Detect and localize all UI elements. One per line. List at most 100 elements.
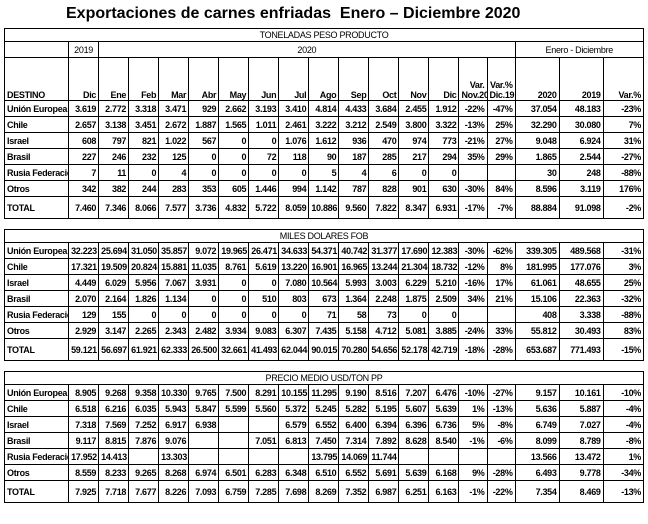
cell: 26.500 — [188, 338, 220, 361]
cell: 283 — [158, 180, 190, 197]
cell: 13.795 — [308, 448, 340, 465]
cell: -15% — [602, 338, 645, 361]
cell: 55.812 — [514, 322, 560, 339]
cell: 8.540 — [428, 432, 460, 449]
cell: 510 — [248, 290, 280, 307]
cell — [278, 448, 310, 465]
cell: 3.119 — [558, 180, 604, 197]
destination: Israel — [3, 274, 70, 291]
cell: 6.283 — [248, 464, 280, 481]
cell: 3.138 — [98, 116, 130, 133]
cell: 62.333 — [158, 338, 190, 361]
cell: 5.887 — [558, 400, 604, 417]
cell: 382 — [98, 180, 130, 197]
cell: 6.552 — [308, 416, 340, 433]
cell: 0 — [218, 132, 250, 149]
column-header: Var. Nov.20 — [458, 57, 488, 101]
cell: 2.657 — [68, 116, 100, 133]
year-header: 2020 — [98, 41, 516, 58]
export-table: TONELADAS PESO PRODUCTO 2019 2020 Enero - D… — [3, 28, 645, 503]
column-header: Jul — [278, 57, 310, 101]
cell — [188, 432, 220, 449]
column-header: Feb — [128, 57, 160, 101]
cell: 181.995 — [514, 258, 560, 275]
cell: 91.098 — [558, 196, 604, 219]
cell: 5.636 — [514, 400, 560, 417]
cell — [486, 448, 516, 465]
cell: 52.178 — [398, 338, 430, 361]
cell: 32.290 — [514, 116, 560, 133]
cell: 61.061 — [514, 274, 560, 291]
cell: 11.035 — [188, 258, 220, 275]
cell: 3.619 — [68, 100, 100, 117]
cell: 5.158 — [338, 322, 370, 339]
cell: 5.956 — [128, 274, 160, 291]
year-header: Enero - Diciembre — [514, 41, 645, 58]
cell: 6.501 — [218, 464, 250, 481]
cell: 771.493 — [558, 338, 604, 361]
cell: 5.619 — [248, 258, 280, 275]
cell: 33% — [486, 322, 516, 339]
cell: 26.471 — [248, 242, 280, 259]
cell: 9.076 — [158, 432, 190, 449]
cell: 0 — [188, 164, 220, 181]
cell: 5.639 — [398, 464, 430, 481]
destination: Unión Europea — [3, 100, 70, 117]
cell: -17% — [458, 196, 488, 219]
cell — [218, 432, 250, 449]
cell: 37.054 — [514, 100, 560, 117]
cell: 3.003 — [368, 274, 400, 291]
cell — [458, 164, 488, 181]
cell: 0 — [428, 164, 460, 181]
data-row: Unión Europea 8.905 9.268 9.358 10.330 9.765 7… — [3, 384, 645, 401]
cell: -22% — [486, 480, 516, 503]
cell — [248, 416, 280, 433]
cell: -16% — [458, 274, 488, 291]
data-row: Chile 2.657 3.138 3.451 2.672 1.887 1.565 1.011… — [3, 116, 645, 133]
cell: -2% — [602, 196, 645, 219]
cell: 8.059 — [278, 196, 310, 219]
cell: 1.865 — [514, 148, 560, 165]
cell: 7.027 — [558, 416, 604, 433]
cell: 3.736 — [188, 196, 220, 219]
cell: 630 — [428, 180, 460, 197]
cell: -8% — [602, 432, 645, 449]
cell: -7% — [486, 196, 516, 219]
cell: 3.322 — [428, 116, 460, 133]
cell: 6.168 — [428, 464, 460, 481]
cell: 17.952 — [68, 448, 100, 465]
destination: Unión Europea — [3, 242, 70, 259]
cell: 8.516 — [368, 384, 400, 401]
cell: 6.579 — [278, 416, 310, 433]
cell: 1.076 — [278, 132, 310, 149]
destination: Brasil — [3, 148, 70, 165]
cell: 5.722 — [248, 196, 280, 219]
cell: 9.048 — [514, 132, 560, 149]
data-row: Chile 6.518 6.216 6.035 5.943 5.847 5.599 5.560… — [3, 400, 645, 417]
cell: 1.446 — [248, 180, 280, 197]
cell: 294 — [428, 148, 460, 165]
cell: 5.081 — [398, 322, 430, 339]
cell: 6.396 — [398, 416, 430, 433]
cell: 0 — [248, 306, 280, 323]
cell: 6.974 — [188, 464, 220, 481]
cell: 1% — [602, 448, 645, 465]
column-header: Dic — [68, 57, 100, 101]
cell: 18.732 — [428, 258, 460, 275]
cell: 248 — [558, 164, 604, 181]
cell: 9% — [458, 464, 488, 481]
cell: 5.599 — [218, 400, 250, 417]
cell: -10% — [602, 384, 645, 401]
cell: 7.718 — [98, 480, 130, 503]
data-row: Unión Europea 32.223 25.694 31.050 35.857 9.0… — [3, 242, 645, 259]
cell: -13% — [602, 480, 645, 503]
cell — [458, 448, 488, 465]
cell: 8.233 — [98, 464, 130, 481]
cell: 0 — [188, 306, 220, 323]
cell: 9.157 — [514, 384, 560, 401]
cell: 217 — [398, 148, 430, 165]
data-row: Israel 4.449 6.029 5.956 7.067 3.931 0 0 7.080 10… — [3, 274, 645, 291]
column-header: Oct — [368, 57, 400, 101]
cell: 0 — [428, 306, 460, 323]
cell: 673 — [308, 290, 340, 307]
